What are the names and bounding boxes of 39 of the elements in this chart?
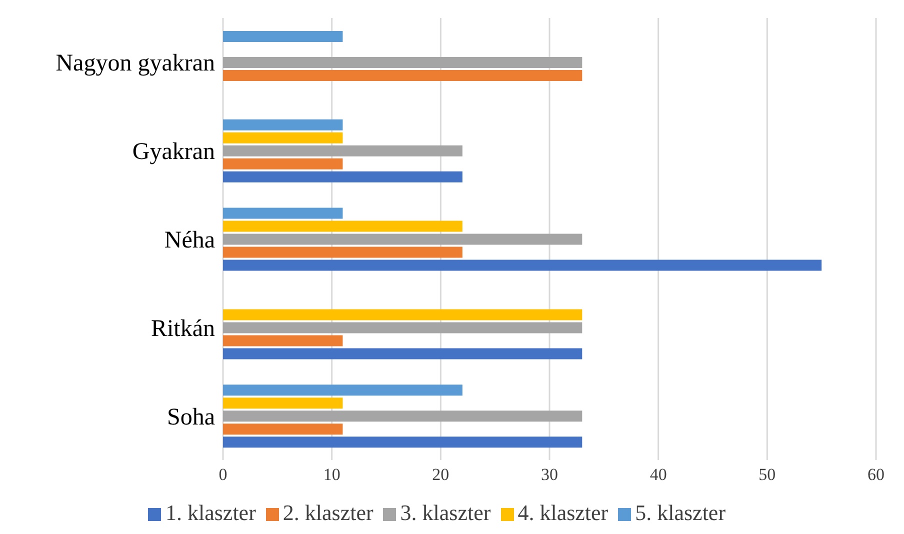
y-tick-label: Gyakran — [132, 139, 215, 166]
x-tick-label: 30 — [541, 465, 558, 484]
x-tick-label: 20 — [432, 465, 450, 484]
bar — [223, 260, 822, 271]
bar — [223, 384, 462, 396]
bar — [223, 171, 462, 182]
bar — [223, 145, 462, 156]
y-tick-label: Soha — [167, 404, 216, 430]
x-tick-label: 60 — [868, 465, 884, 484]
x-tick-label: 10 — [323, 465, 340, 484]
bar — [223, 57, 582, 68]
y-tick-label: Nagyon gyakran — [56, 50, 215, 77]
bar — [223, 348, 582, 360]
legend-label: 3. klaszter — [400, 500, 491, 525]
legend-label: 4. klaszter — [518, 500, 608, 525]
bar — [223, 119, 343, 130]
y-tick-label: Néha — [164, 228, 216, 254]
x-tick-label: 0 — [218, 465, 228, 484]
bar — [223, 158, 343, 170]
bar — [223, 322, 582, 334]
bar — [223, 234, 582, 245]
bar — [223, 309, 582, 320]
legend-label: 1. klaszter — [165, 500, 256, 525]
bar — [223, 220, 462, 232]
legend-label: 5. klaszter — [635, 500, 726, 525]
bar — [223, 246, 462, 258]
bar — [223, 335, 343, 346]
y-tick-label: Ritkán — [151, 316, 215, 342]
x-tick-label: 40 — [650, 465, 667, 484]
bar — [223, 398, 343, 409]
bar — [223, 70, 582, 81]
bar — [223, 31, 343, 42]
x-tick-label: 50 — [758, 465, 776, 484]
bar — [223, 410, 582, 422]
bar — [223, 132, 343, 144]
bar — [223, 424, 343, 435]
bar — [223, 436, 582, 448]
bar — [223, 208, 343, 219]
legend-label: 2. klaszter — [282, 500, 374, 525]
